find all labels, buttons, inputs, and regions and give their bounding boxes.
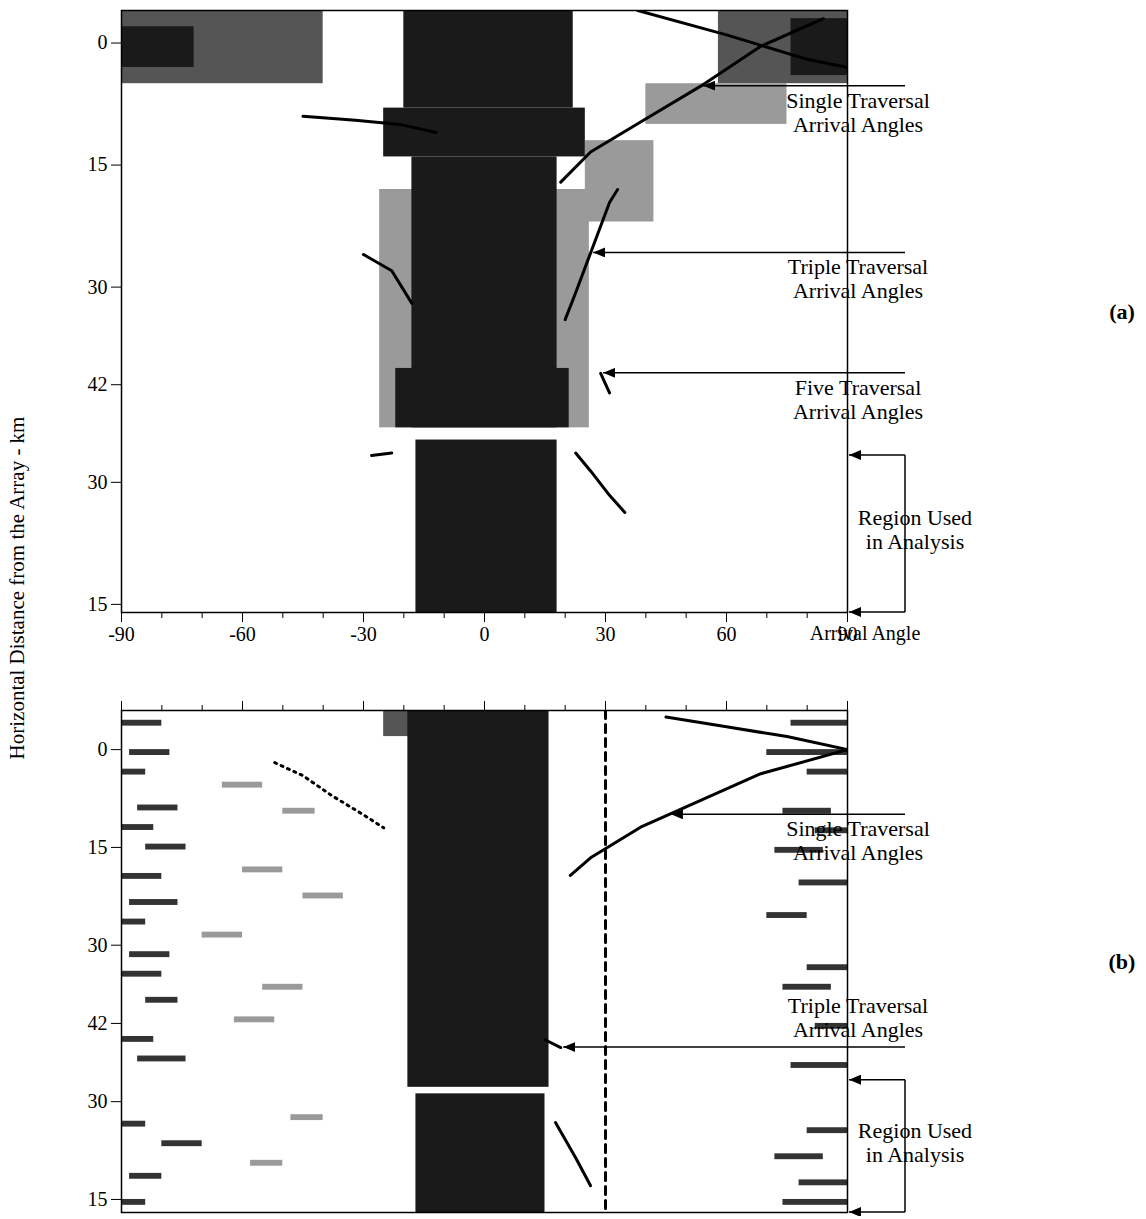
svg-text:(a): (a) — [1109, 299, 1135, 324]
svg-text:Arrival Angle: Arrival Angle — [810, 622, 921, 645]
svg-text:Arrival Angles: Arrival Angles — [793, 1017, 923, 1042]
svg-text:Single Traversal: Single Traversal — [786, 816, 930, 841]
svg-text:0: 0 — [480, 623, 490, 645]
svg-text:Five Traversal: Five Traversal — [795, 375, 922, 400]
svg-text:Region Used: Region Used — [858, 1118, 972, 1143]
svg-text:0: 0 — [98, 738, 108, 760]
svg-text:-90: -90 — [108, 623, 135, 645]
svg-text:0: 0 — [98, 31, 108, 53]
svg-text:in Analysis: in Analysis — [866, 529, 964, 554]
svg-text:42: 42 — [88, 373, 108, 395]
svg-text:Single Traversal: Single Traversal — [786, 88, 930, 113]
svg-text:Arrival Angles: Arrival Angles — [793, 112, 923, 137]
svg-text:Triple Traversal: Triple Traversal — [788, 254, 928, 279]
svg-text:-60: -60 — [229, 623, 256, 645]
svg-text:30: 30 — [88, 1090, 108, 1112]
svg-text:60: 60 — [717, 623, 737, 645]
svg-text:15: 15 — [88, 1188, 108, 1210]
svg-text:30: 30 — [88, 471, 108, 493]
svg-text:30: 30 — [88, 934, 108, 956]
svg-text:42: 42 — [88, 1012, 108, 1034]
svg-text:Triple Traversal: Triple Traversal — [788, 993, 928, 1018]
svg-text:Arrival Angles: Arrival Angles — [793, 278, 923, 303]
svg-text:Arrival Angles: Arrival Angles — [793, 840, 923, 865]
svg-text:(b): (b) — [1109, 949, 1136, 974]
svg-text:30: 30 — [88, 275, 108, 297]
svg-text:-30: -30 — [350, 623, 377, 645]
svg-text:15: 15 — [88, 153, 108, 175]
svg-text:in Analysis: in Analysis — [866, 1142, 964, 1167]
svg-text:Horizontal Distance from the A: Horizontal Distance from the Array - km — [5, 417, 29, 760]
svg-text:Region Used: Region Used — [858, 505, 972, 530]
svg-text:15: 15 — [88, 593, 108, 615]
svg-text:30: 30 — [596, 623, 616, 645]
svg-text:Arrival Angles: Arrival Angles — [793, 399, 923, 424]
svg-text:15: 15 — [88, 836, 108, 858]
